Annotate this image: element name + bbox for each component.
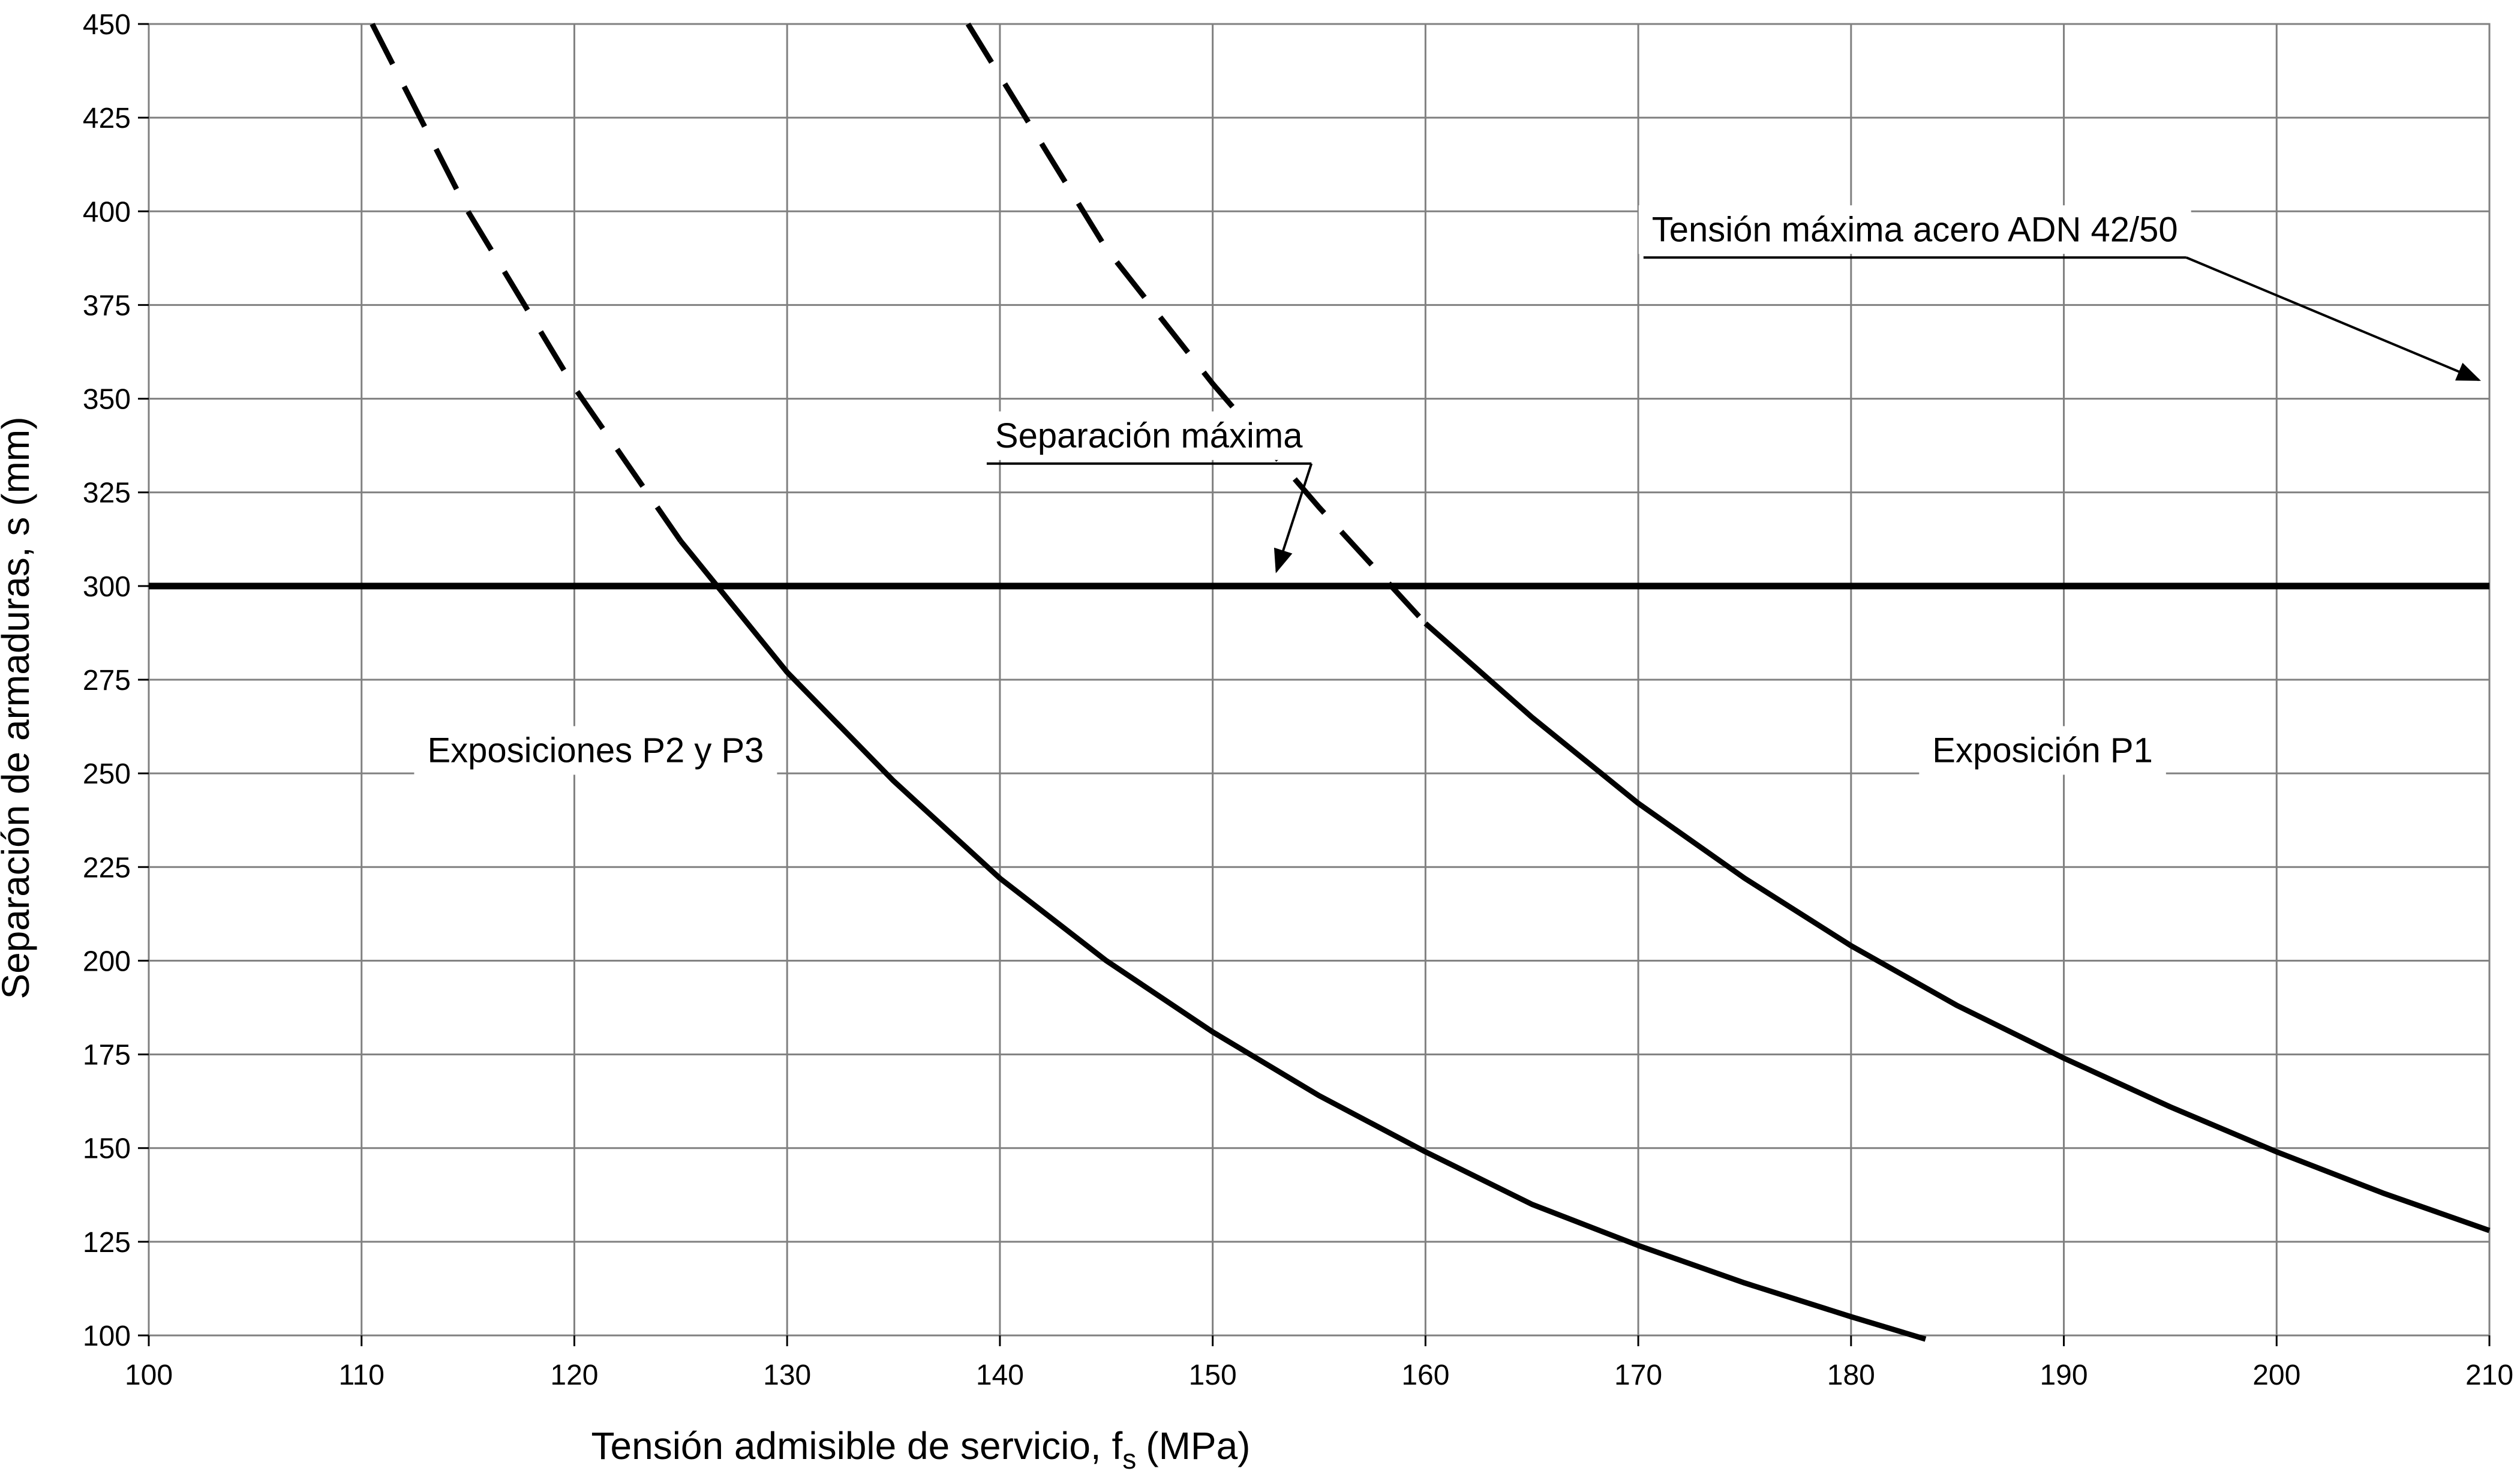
series-line-exposiciones-p2-y-p3-solid <box>678 539 1927 1342</box>
x-tick-label: 100 <box>125 1359 173 1391</box>
x-tick-label: 160 <box>1401 1359 1449 1391</box>
x-axis-title-unit: (MPa) <box>1146 1424 1250 1467</box>
y-tick-label: 200 <box>83 945 131 977</box>
x-tick-label: 150 <box>1189 1359 1237 1391</box>
y-axis: 100 125 150 175 200 225 250 275 300 325 350 375 400 4… <box>83 9 149 1352</box>
y-tick-label: 225 <box>83 852 131 884</box>
x-tick-label: 180 <box>1827 1359 1875 1391</box>
annotation-arrow <box>2185 256 2481 382</box>
annotation-label: Separación máxima <box>995 416 1303 455</box>
y-tick-label: 400 <box>83 196 131 228</box>
y-tick-label: 450 <box>83 9 131 41</box>
y-tick-label: 350 <box>83 384 131 416</box>
y-tick-label: 125 <box>83 1227 131 1259</box>
annotation-arrow <box>1273 463 1313 574</box>
series-line-exposicion-p1-dashed <box>965 22 1428 626</box>
annotation-label: Exposiciones P2 y P3 <box>427 731 764 770</box>
x-axis: 100 110 120 130 140 150 160 170 180 190 200 210 <box>125 1335 2513 1391</box>
x-tick-label: 170 <box>1614 1359 1662 1391</box>
y-tick-label: 250 <box>83 758 131 790</box>
annotation-background <box>1638 205 2191 254</box>
y-tick-label: 275 <box>83 665 131 697</box>
annotation-background <box>414 726 777 775</box>
series-line-exposiciones-p2-y-p3-dashed <box>370 22 683 543</box>
annotation-background <box>1919 726 2166 775</box>
x-tick-label: 130 <box>763 1359 811 1391</box>
x-tick-label: 200 <box>2252 1359 2300 1391</box>
x-tick-label: 140 <box>976 1359 1024 1391</box>
x-axis-title: Tensión admisible de servicio, fs (MPa) <box>591 1424 1251 1475</box>
annotation-background <box>981 411 1317 460</box>
y-tick-label: 300 <box>83 571 131 603</box>
y-tick-label: 150 <box>83 1133 131 1165</box>
series-group <box>149 22 2491 1342</box>
annotation-label: Exposición P1 <box>1932 731 2153 770</box>
annotation-label: Tensión máxima acero ADN 42/50 <box>1652 210 2178 249</box>
x-tick-label: 210 <box>2465 1359 2513 1391</box>
x-tick-label: 110 <box>338 1359 385 1391</box>
y-tick-label: 175 <box>83 1040 131 1071</box>
x-tick-label: 120 <box>550 1359 598 1391</box>
x-tick-label: 190 <box>2040 1359 2088 1391</box>
y-tick-label: 375 <box>83 290 131 322</box>
y-tick-label: 325 <box>83 478 131 509</box>
y-tick-label: 100 <box>83 1320 131 1352</box>
x-axis-title-subscript: s <box>1122 1443 1136 1475</box>
y-axis-title: Separación de armaduras, s (mm) <box>0 416 37 999</box>
y-tick-label: 425 <box>83 103 131 134</box>
x-axis-title-main: Tensión admisible de servicio, f <box>591 1424 1123 1467</box>
series-line-exposicion-p1-solid <box>1423 621 2491 1233</box>
annotations: Separación máxima Tensión máxima acero AD… <box>414 205 2481 775</box>
